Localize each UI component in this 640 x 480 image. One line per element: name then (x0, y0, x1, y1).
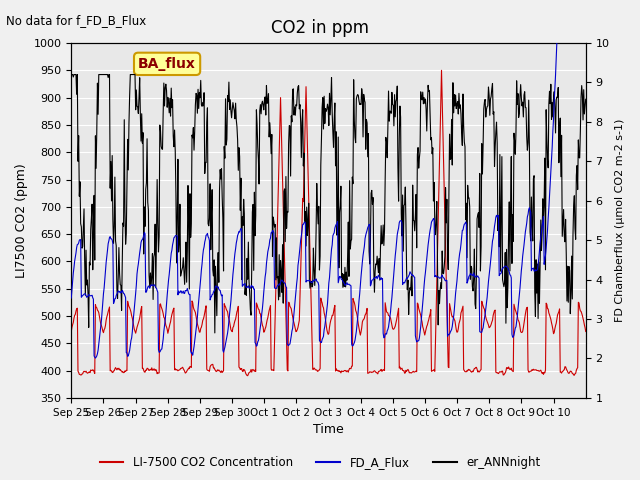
Text: BA_flux: BA_flux (138, 57, 196, 71)
Text: No data for f_FD_B_Flux: No data for f_FD_B_Flux (6, 14, 147, 27)
Y-axis label: LI7500 CO2 (ppm): LI7500 CO2 (ppm) (15, 163, 28, 278)
X-axis label: Time: Time (313, 423, 344, 436)
Text: CO2 in ppm: CO2 in ppm (271, 19, 369, 37)
Y-axis label: FD Chamberflux (μmol CO2 m-2 s-1): FD Chamberflux (μmol CO2 m-2 s-1) (615, 119, 625, 322)
Legend: LI-7500 CO2 Concentration, FD_A_Flux, er_ANNnight: LI-7500 CO2 Concentration, FD_A_Flux, er… (95, 452, 545, 474)
